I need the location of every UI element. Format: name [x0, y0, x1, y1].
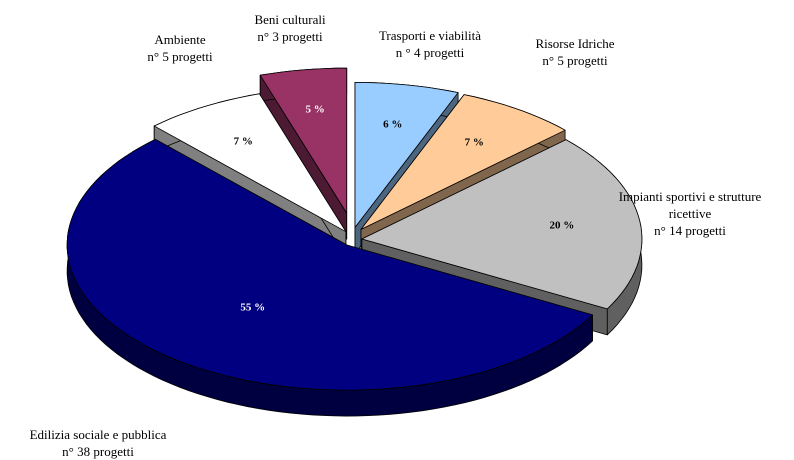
category-name: Trasporti e viabilità: [378, 28, 482, 43]
data-label: 20 %: [550, 219, 575, 231]
data-label: 5 %: [306, 104, 325, 116]
category-label: Ambiente n° 5 progetti: [120, 31, 240, 65]
data-label: 6 %: [383, 118, 402, 130]
data-label: 7 %: [234, 135, 253, 147]
category-name: Edilizia sociale e pubblica: [29, 427, 167, 442]
category-count: n° 14 progetti: [654, 223, 726, 238]
category-name: Risorse Idriche: [535, 36, 615, 51]
category-count: n° 5 progetti: [542, 53, 608, 68]
data-label: 7 %: [465, 137, 484, 149]
slice: [354, 82, 459, 228]
category-count: n° 5 progetti: [147, 49, 213, 64]
category-label: Impianti sportivi e strutture ricettive n…: [600, 188, 780, 239]
category-count: n° 38 progetti: [62, 444, 134, 459]
category-count: n ° 4 progetti: [395, 45, 465, 60]
category-name: Ambiente: [154, 32, 206, 47]
slice: [361, 139, 643, 310]
category-name: Beni culturali: [254, 12, 326, 27]
slice: [360, 94, 566, 230]
slice: [153, 93, 347, 233]
category-label: Trasporti e viabilità n ° 4 progetti: [350, 27, 510, 61]
category-label: Beni culturali n° 3 progetti: [230, 11, 350, 45]
category-name: Impianti sportivi e strutture ricettive: [618, 189, 762, 221]
category-count: n° 3 progetti: [257, 29, 323, 44]
category-label: Risorse Idriche n° 5 progetti: [505, 35, 645, 69]
category-label: Edilizia sociale e pubblica n° 38 progett…: [0, 426, 198, 460]
slice: [66, 139, 593, 391]
slice: [259, 67, 348, 214]
data-label: 55 %: [240, 302, 265, 314]
